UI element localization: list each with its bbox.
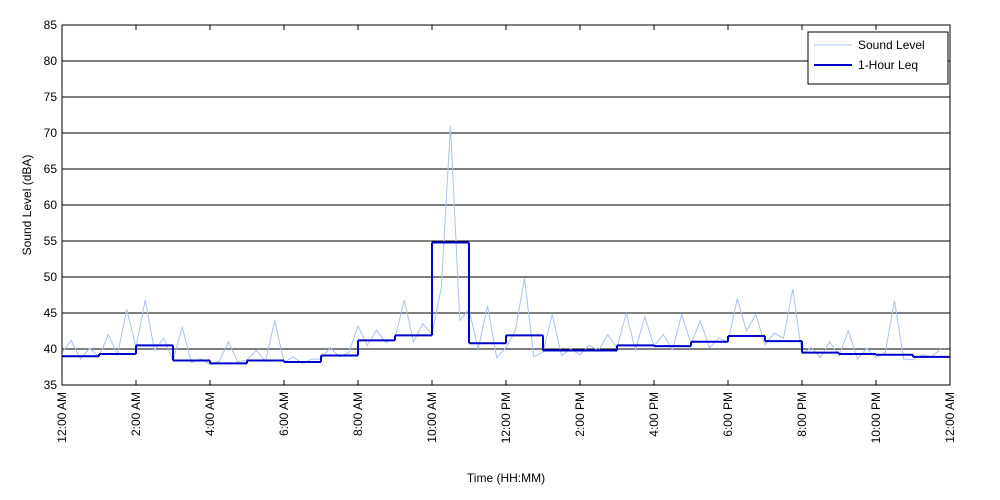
x-tick-label: 2:00 AM bbox=[129, 392, 143, 436]
x-tick-label: 6:00 AM bbox=[277, 392, 291, 436]
y-tick-label: 60 bbox=[44, 198, 58, 212]
y-tick-label: 75 bbox=[44, 90, 58, 104]
y-tick-label: 45 bbox=[44, 306, 58, 320]
x-tick-label: 10:00 PM bbox=[869, 392, 883, 443]
x-tick-label: 8:00 AM bbox=[351, 392, 365, 436]
y-tick-label: 65 bbox=[44, 162, 58, 176]
sound-level-line bbox=[62, 125, 942, 365]
x-tick-label: 12:00 AM bbox=[943, 392, 957, 443]
y-axis-label: Sound Level (dBA) bbox=[20, 155, 34, 256]
y-tick-label: 40 bbox=[44, 342, 58, 356]
x-tick-label: 12:00 AM bbox=[55, 392, 69, 443]
legend-label: 1-Hour Leq bbox=[858, 58, 918, 72]
x-tick-label: 10:00 AM bbox=[425, 392, 439, 443]
plot-frame bbox=[61, 24, 951, 386]
x-axis-label: Time (HH:MM) bbox=[467, 471, 545, 485]
x-tick-label: 8:00 PM bbox=[795, 392, 809, 437]
x-tick-label: 4:00 PM bbox=[647, 392, 661, 437]
x-tick-label: 12:00 PM bbox=[499, 392, 513, 443]
legend-box bbox=[807, 31, 949, 85]
y-tick-label: 70 bbox=[44, 126, 58, 140]
x-tick-label: 6:00 PM bbox=[721, 392, 735, 437]
y-tick-label: 50 bbox=[44, 270, 58, 284]
x-tick-label: 2:00 PM bbox=[573, 392, 587, 437]
y-tick-label: 55 bbox=[44, 234, 58, 248]
y-tick-label: 35 bbox=[44, 378, 58, 392]
y-tick-label: 85 bbox=[44, 18, 58, 32]
legend-label: Sound Level bbox=[858, 38, 925, 52]
x-tick-label: 4:00 AM bbox=[203, 392, 217, 436]
y-tick-label: 80 bbox=[44, 54, 58, 68]
